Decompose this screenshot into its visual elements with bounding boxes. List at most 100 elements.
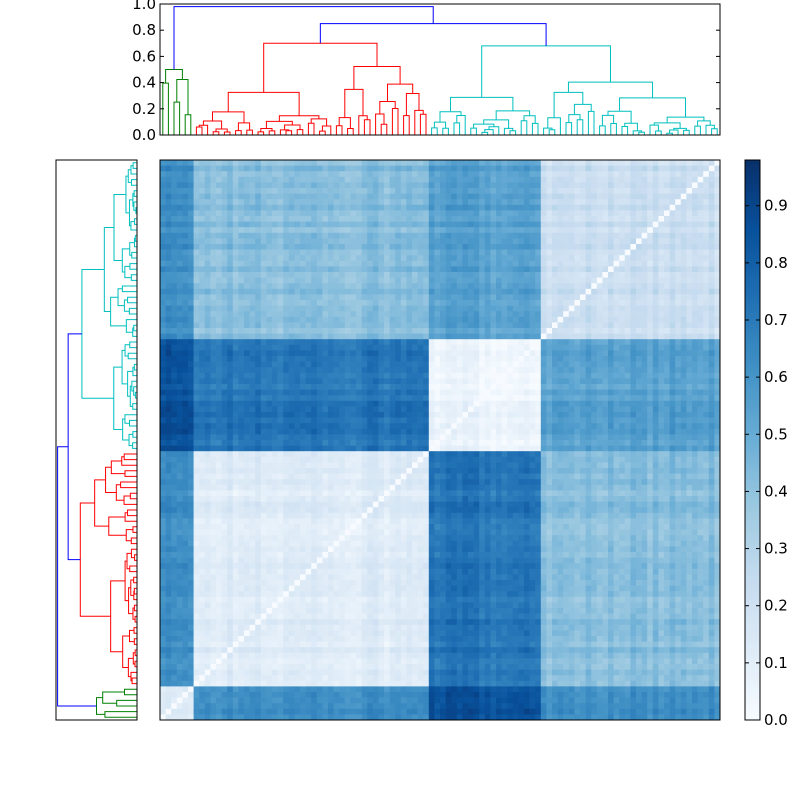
heatmap-cell	[305, 406, 312, 413]
heatmap-cell	[552, 389, 558, 396]
heatmap-cell	[434, 204, 441, 211]
heatmap-cell	[255, 389, 262, 396]
heatmap-cell	[356, 412, 362, 418]
heatmap-cell	[496, 283, 502, 290]
heatmap-cell	[238, 372, 245, 379]
heatmap-cell	[524, 344, 530, 351]
heatmap-cell	[395, 171, 402, 178]
heatmap-cell	[333, 305, 340, 312]
heatmap-cell	[255, 344, 262, 351]
heatmap-cell	[227, 339, 234, 346]
heatmap-cell	[283, 272, 290, 278]
heatmap-cell	[378, 389, 385, 396]
heatmap-cell	[171, 238, 178, 245]
heatmap-cell	[344, 244, 351, 250]
dendrogram-link	[673, 127, 687, 131]
heatmap-cell	[580, 244, 586, 250]
heatmap-cell	[199, 199, 206, 206]
heatmap-cell	[680, 193, 687, 200]
heatmap-cell	[244, 361, 250, 368]
heatmap-cell	[697, 322, 704, 329]
heatmap-cell	[283, 216, 290, 222]
heatmap-cell	[328, 221, 334, 228]
heatmap-cell	[512, 328, 519, 334]
heatmap-cell	[165, 165, 172, 172]
heatmap-cell	[535, 406, 542, 413]
heatmap-cell	[479, 232, 486, 239]
heatmap-cell	[613, 182, 620, 189]
heatmap-cell	[585, 406, 592, 413]
heatmap-cell	[580, 400, 586, 407]
heatmap-cell	[479, 316, 486, 323]
heatmap-cell	[417, 227, 424, 234]
heatmap-cell	[608, 204, 614, 211]
heatmap-cell	[199, 165, 206, 172]
heatmap-cell	[367, 288, 374, 295]
heatmap-cell	[546, 294, 553, 301]
heatmap-cell	[692, 204, 698, 211]
dendrogram-link	[128, 307, 137, 315]
heatmap-cell	[686, 350, 693, 357]
heatmap-cell	[249, 322, 256, 329]
heatmap-cell	[529, 417, 536, 424]
dendrogram-link	[484, 129, 494, 135]
heatmap-cell	[417, 400, 424, 407]
heatmap-cell	[641, 423, 648, 430]
heatmap-cell	[378, 406, 385, 413]
heatmap-cell	[619, 193, 626, 200]
heatmap-cell	[412, 378, 418, 385]
heatmap-cell	[176, 350, 183, 357]
heatmap-cell	[540, 395, 547, 402]
heatmap-cell	[199, 423, 206, 430]
heatmap-cell	[378, 165, 385, 172]
heatmap-cell	[535, 339, 542, 346]
heatmap-cell	[277, 249, 284, 256]
heatmap-cell	[160, 361, 166, 368]
heatmap-cell	[367, 216, 374, 222]
heatmap-cell	[552, 255, 558, 262]
heatmap-cell	[384, 272, 390, 278]
heatmap-cell	[580, 356, 586, 362]
heatmap-cell	[423, 283, 430, 290]
heatmap-cell	[339, 372, 346, 379]
heatmap-cell	[165, 182, 172, 189]
heatmap-cell	[372, 272, 379, 278]
heatmap-cell	[266, 406, 273, 413]
heatmap-cell	[300, 356, 306, 362]
heatmap-cell	[697, 210, 704, 217]
heatmap-cell	[428, 412, 435, 418]
heatmap-cell	[165, 417, 172, 424]
heatmap-cell	[378, 238, 385, 245]
heatmap-cell	[596, 216, 603, 222]
heatmap-cell	[238, 417, 245, 424]
heatmap-cell	[501, 204, 508, 211]
dendrogram-link	[134, 218, 137, 225]
heatmap-cell	[249, 344, 256, 351]
heatmap-cell	[395, 165, 402, 172]
heatmap-cell	[697, 372, 704, 379]
heatmap-cell	[535, 389, 542, 396]
heatmap-cell	[406, 238, 413, 245]
heatmap-cell	[557, 244, 564, 250]
heatmap-cell	[356, 277, 362, 284]
heatmap-cell	[675, 305, 682, 312]
heatmap-cell	[501, 165, 508, 172]
heatmap-cell	[344, 300, 351, 306]
heatmap-cell	[585, 204, 592, 211]
dendrogram-link	[130, 165, 137, 175]
heatmap-cell	[389, 232, 396, 239]
heatmap-cell	[272, 182, 278, 189]
heatmap-cell	[451, 361, 458, 368]
heatmap-cell	[608, 260, 614, 267]
heatmap-cell	[664, 171, 670, 178]
heatmap-cell	[641, 238, 648, 245]
heatmap-cell	[451, 333, 458, 340]
heatmap-cell	[624, 227, 631, 234]
heatmap-cell	[445, 176, 452, 183]
heatmap-cell	[260, 322, 267, 329]
heatmap-cell	[266, 204, 273, 211]
heatmap-cell	[361, 272, 368, 278]
heatmap-cell	[350, 277, 357, 284]
heatmap-cell	[563, 384, 570, 390]
heatmap-cell	[708, 288, 715, 295]
